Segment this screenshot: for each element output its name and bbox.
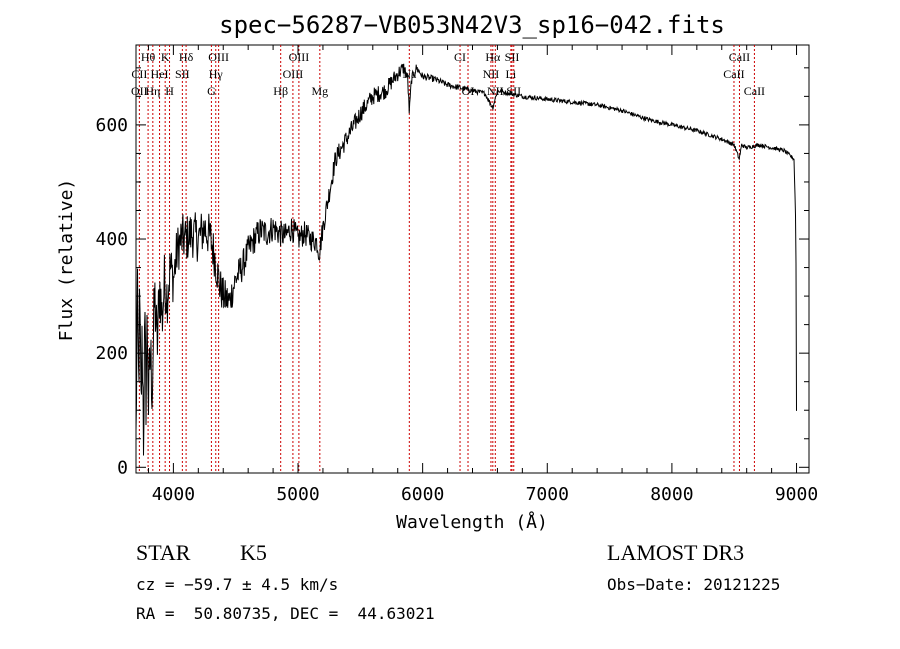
line-marker-label: Mg [311, 84, 328, 98]
line-marker-label: HeI [151, 67, 169, 81]
line-marker-label: OIII [289, 50, 310, 64]
redshift-value: cz = −59.7 ± 4.5 km/s [136, 575, 338, 594]
survey-name: LAMOST DR3 [607, 540, 744, 565]
x-tick-label: 6000 [401, 484, 444, 505]
line-marker-label: CII [131, 67, 147, 81]
y-tick-label: 200 [95, 343, 128, 364]
chart-title: spec−56287−VB053N42V3_sp16−042.fits [219, 11, 725, 39]
line-marker-label: H [165, 84, 174, 98]
plot-frame [135, 44, 810, 474]
x-tick-label: 5000 [276, 484, 319, 505]
line-marker-label: SII [505, 50, 520, 64]
x-tick-label: 9000 [775, 484, 818, 505]
x-tick-label: 8000 [650, 484, 693, 505]
y-axis-label: Flux (relative) [56, 179, 77, 342]
coordinates: RA = 50.80735, DEC = 44.63021 [136, 604, 435, 623]
line-marker-label: Hη [145, 84, 160, 98]
line-marker-label: Hδ [179, 50, 194, 64]
x-tick-label: 7000 [526, 484, 569, 505]
line-marker-label: Hα [485, 50, 501, 64]
line-marker-label: CaII [744, 84, 765, 98]
line-marker-label: Hβ [273, 84, 288, 98]
object-class: STAR [136, 540, 191, 565]
line-marker-label: NII [483, 67, 500, 81]
x-tick-labels: 4000 5000 6000 7000 8000 9000 [152, 484, 819, 505]
line-marker-label: CaII [723, 67, 744, 81]
spectrum-series-line [135, 63, 797, 456]
observation-date: Obs−Date: 20121225 [607, 575, 780, 594]
line-marker-label: Li [506, 67, 517, 81]
y-tick-label: 0 [117, 457, 128, 478]
x-tick-label: 4000 [152, 484, 195, 505]
y-tick-label: 400 [95, 229, 128, 250]
line-marker-label: CI [454, 50, 466, 64]
line-marker-label: OII [131, 84, 148, 98]
line-marker-label: OIII [208, 50, 229, 64]
emission-line-markers [138, 45, 755, 473]
line-marker-label: G [207, 84, 216, 98]
line-marker-label: K [161, 50, 170, 64]
line-marker-label: Hγ [209, 67, 224, 81]
object-subclass: K5 [240, 540, 267, 565]
line-marker-label: Hθ [141, 50, 156, 64]
line-marker-label: OIII [283, 67, 304, 81]
y-tick-label: 600 [95, 115, 128, 136]
line-marker-label: CaII [729, 50, 750, 64]
x-axis-label: Wavelength (Å) [396, 511, 548, 533]
axis-ticks [136, 45, 809, 473]
y-tick-labels: 0 200 400 600 [95, 115, 128, 478]
line-marker-label: NII [487, 84, 504, 98]
line-marker-label: SII [175, 67, 190, 81]
